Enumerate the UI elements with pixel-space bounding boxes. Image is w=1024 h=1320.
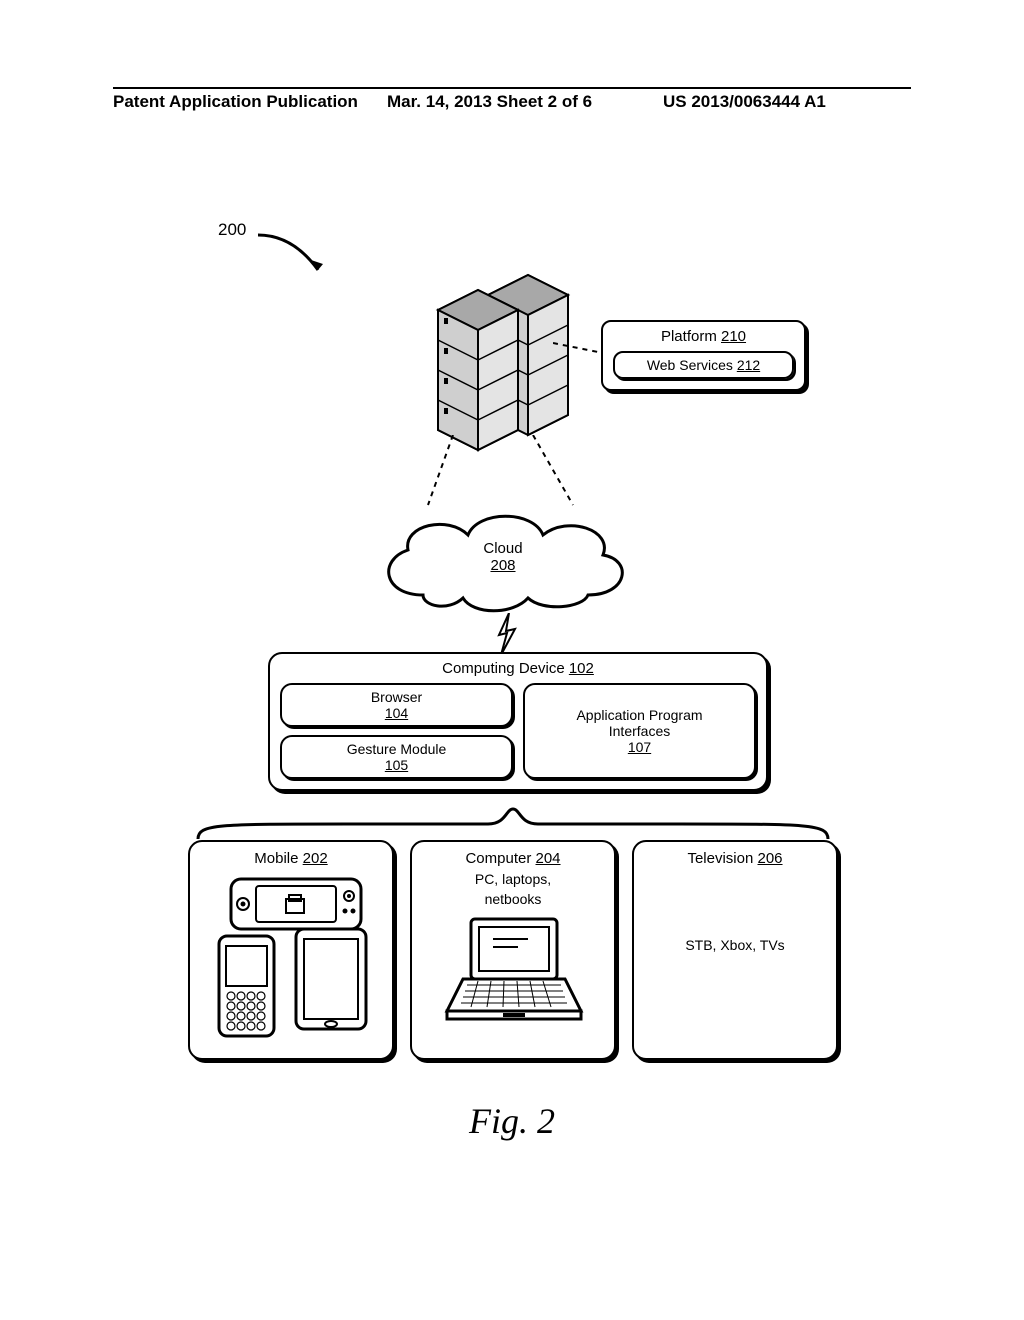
figure-diagram: 200 <box>113 220 911 1120</box>
computer-box: Computer 204 PC, laptops, netbooks <box>410 840 616 1060</box>
television-box: Television 206 STB, Xbox, TVs <box>632 840 838 1060</box>
api-label-1: Application Program <box>531 707 748 723</box>
computer-label: Computer <box>465 850 531 867</box>
cloud-node: Cloud 208 <box>368 500 638 620</box>
platform-ref: 210 <box>721 328 746 345</box>
lightning-icon <box>491 613 521 655</box>
platform-box: Platform 210 Web Services 212 <box>601 320 806 391</box>
cloud-label-wrap: Cloud 208 <box>368 540 638 574</box>
web-services-ref: 212 <box>737 357 760 373</box>
web-services-label: Web Services <box>647 357 733 373</box>
television-title: Television 206 <box>642 850 828 867</box>
browser-label: Browser <box>288 689 505 705</box>
gesture-box: Gesture Module 105 <box>280 735 513 779</box>
computing-device-ref: 102 <box>569 660 594 677</box>
cloud-label: Cloud <box>368 540 638 557</box>
computer-ref: 204 <box>536 850 561 867</box>
mobile-label: Mobile <box>254 850 298 867</box>
mobile-title: Mobile 202 <box>198 850 384 867</box>
ref-200-arrow <box>253 230 333 280</box>
brace-icon <box>188 806 838 841</box>
api-box: Application Program Interfaces 107 <box>523 683 756 779</box>
computing-device-title: Computing Device 102 <box>280 660 756 677</box>
header-pub-number: US 2013/0063444 A1 <box>663 92 826 112</box>
figure-caption: Fig. 2 <box>0 1100 1024 1142</box>
gesture-ref: 105 <box>288 757 505 773</box>
mobile-box: Mobile 202 <box>188 840 394 1060</box>
web-services-box: Web Services 212 <box>613 351 794 379</box>
computing-device-label: Computing Device <box>442 660 565 677</box>
header-date-sheet: Mar. 14, 2013 Sheet 2 of 6 <box>387 92 592 112</box>
gesture-label: Gesture Module <box>288 741 505 757</box>
cloud-ref: 208 <box>368 557 638 574</box>
platform-label: Platform <box>661 328 717 345</box>
browser-ref: 104 <box>288 705 505 721</box>
mobile-devices-icon <box>201 871 381 1041</box>
header-publication: Patent Application Publication <box>113 92 358 112</box>
computing-device-box: Computing Device 102 Browser 104 Gesture… <box>268 652 768 791</box>
computer-sub1: PC, laptops, <box>420 871 606 887</box>
api-ref: 107 <box>531 739 748 755</box>
mobile-ref: 202 <box>303 850 328 867</box>
device-categories-row: Mobile 202 <box>188 840 838 1060</box>
laptop-icon <box>433 911 593 1031</box>
api-label-2: Interfaces <box>531 723 748 739</box>
television-label: Television <box>687 850 753 867</box>
browser-box: Browser 104 <box>280 683 513 727</box>
television-sub: STB, Xbox, TVs <box>642 937 828 953</box>
television-ref: 206 <box>758 850 783 867</box>
ref-200: 200 <box>218 220 246 240</box>
computer-title: Computer 204 <box>420 850 606 867</box>
header-rule <box>113 87 911 89</box>
computer-sub2: netbooks <box>420 891 606 907</box>
